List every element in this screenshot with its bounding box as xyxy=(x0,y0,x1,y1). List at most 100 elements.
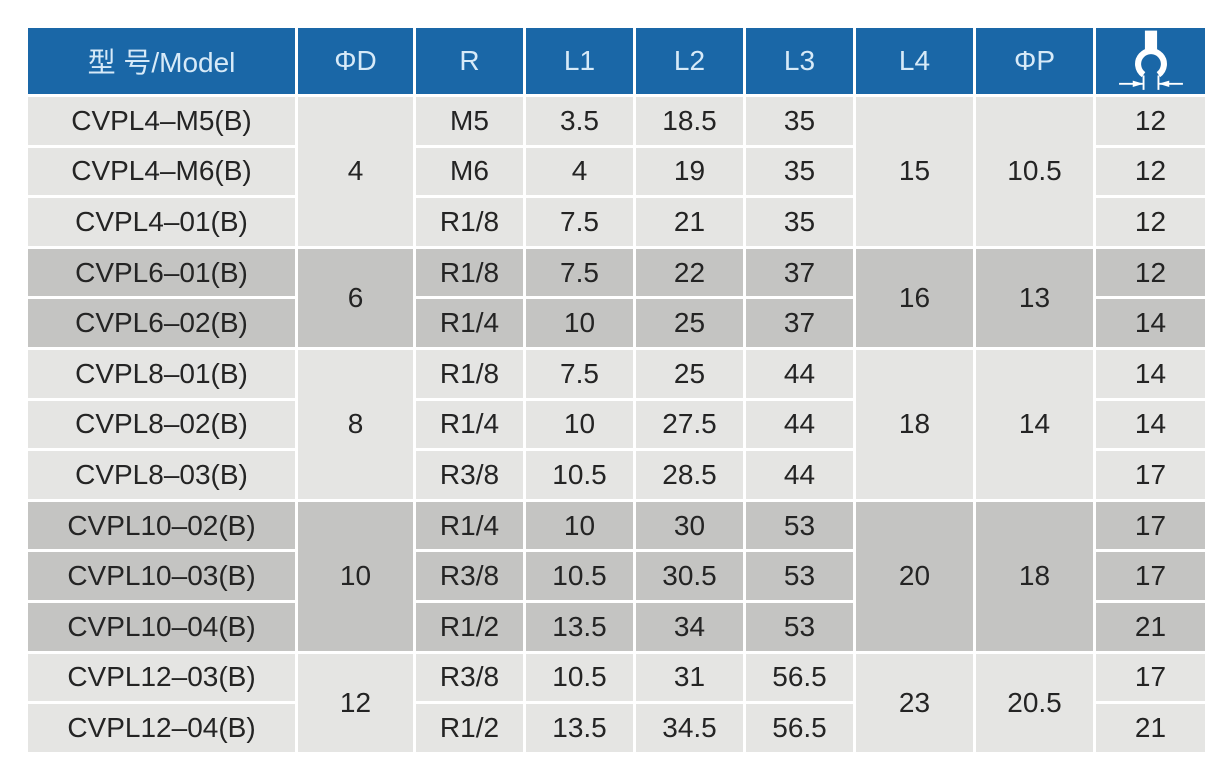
phi-p-cell: 10.5 xyxy=(973,94,1096,249)
wrench-size-cell: 21 xyxy=(1093,599,1208,654)
r-cell: R3/8 xyxy=(413,549,526,603)
spec-table: 型 号/Model ΦD R L1 L2 L3 L4 ΦP xyxy=(25,25,1208,755)
l2-cell: 30.5 xyxy=(633,549,746,603)
l2-cell: 30 xyxy=(633,498,746,553)
col-header-wrench-width xyxy=(1093,25,1208,97)
phi-d-cell: 6 xyxy=(295,245,416,350)
l1-cell: 3.5 xyxy=(523,94,636,148)
l4-cell: 20 xyxy=(853,498,976,654)
wrench-size-cell: 17 xyxy=(1093,549,1208,603)
r-cell: R1/4 xyxy=(413,296,526,350)
wrench-size-cell: 17 xyxy=(1093,498,1208,553)
wrench-size-cell: 14 xyxy=(1093,346,1208,401)
table-row: CVPL6–02(B) R1/4 10 25 37 14 xyxy=(25,296,1208,350)
l1-cell: 10 xyxy=(523,296,636,350)
l3-cell: 53 xyxy=(743,498,856,553)
table-row: CVPL8–03(B) R3/8 10.5 28.5 44 17 xyxy=(25,448,1208,502)
group-cvpl12: CVPL12–03(B) 12 R3/8 10.5 31 56.5 23 20.… xyxy=(25,650,1208,755)
l3-cell: 37 xyxy=(743,245,856,300)
table-row: CVPL8–02(B) R1/4 10 27.5 44 14 xyxy=(25,397,1208,452)
l3-cell: 44 xyxy=(743,448,856,502)
l1-cell: 10.5 xyxy=(523,549,636,603)
l1-cell: 10 xyxy=(523,498,636,553)
model-cell: CVPL4–M6(B) xyxy=(25,144,298,199)
col-header-phi-d: ΦD xyxy=(295,25,416,97)
phi-p-cell: 18 xyxy=(973,498,1096,654)
phi-d-cell: 10 xyxy=(295,498,416,654)
col-header-model: 型 号/Model xyxy=(25,25,298,97)
l3-cell: 53 xyxy=(743,599,856,654)
l1-cell: 7.5 xyxy=(523,245,636,300)
r-cell: M6 xyxy=(413,144,526,199)
r-cell: R3/8 xyxy=(413,448,526,502)
col-header-r: R xyxy=(413,25,526,97)
l1-cell: 4 xyxy=(523,144,636,199)
phi-d-cell: 4 xyxy=(295,94,416,249)
l3-cell: 35 xyxy=(743,144,856,199)
model-cell: CVPL6–02(B) xyxy=(25,296,298,350)
r-cell: R1/4 xyxy=(413,498,526,553)
model-cell: CVPL4–01(B) xyxy=(25,195,298,249)
l3-cell: 44 xyxy=(743,397,856,452)
model-cell: CVPL4–M5(B) xyxy=(25,94,298,148)
phi-d-cell: 8 xyxy=(295,346,416,502)
table-row: CVPL10–03(B) R3/8 10.5 30.5 53 17 xyxy=(25,549,1208,603)
wrench-size-cell: 17 xyxy=(1093,650,1208,705)
wrench-size-cell: 17 xyxy=(1093,448,1208,502)
l1-cell: 10 xyxy=(523,397,636,452)
l4-cell: 23 xyxy=(853,650,976,755)
group-cvpl6: CVPL6–01(B) 6 R1/8 7.5 22 37 16 13 12 CV… xyxy=(25,245,1208,350)
table-row: CVPL6–01(B) 6 R1/8 7.5 22 37 16 13 12 xyxy=(25,245,1208,350)
col-header-l2: L2 xyxy=(633,25,746,97)
header-row: 型 号/Model ΦD R L1 L2 L3 L4 ΦP xyxy=(25,25,1208,97)
model-cell: CVPL12–03(B) xyxy=(25,650,298,705)
l2-cell: 25 xyxy=(633,346,746,401)
l3-cell: 56.5 xyxy=(743,650,856,705)
r-cell: R1/4 xyxy=(413,397,526,452)
l2-cell: 31 xyxy=(633,650,746,705)
l1-cell: 7.5 xyxy=(523,195,636,249)
phi-p-cell: 13 xyxy=(973,245,1096,350)
l1-cell: 7.5 xyxy=(523,346,636,401)
r-cell: R1/2 xyxy=(413,599,526,654)
l2-cell: 25 xyxy=(633,296,746,350)
l2-cell: 19 xyxy=(633,144,746,199)
l3-cell: 35 xyxy=(743,195,856,249)
table-header: 型 号/Model ΦD R L1 L2 L3 L4 ΦP xyxy=(25,25,1208,97)
col-header-phi-p: ΦP xyxy=(973,25,1096,97)
wrench-size-cell: 12 xyxy=(1093,245,1208,300)
table-row: CVPL4–M6(B) M6 4 19 35 12 xyxy=(25,144,1208,199)
l3-cell: 44 xyxy=(743,346,856,401)
wrench-size-cell: 12 xyxy=(1093,195,1208,249)
l4-cell: 15 xyxy=(853,94,976,249)
l2-cell: 18.5 xyxy=(633,94,746,148)
phi-p-cell: 20.5 xyxy=(973,650,1096,755)
l3-cell: 35 xyxy=(743,94,856,148)
col-header-l3: L3 xyxy=(743,25,856,97)
model-cell: CVPL8–01(B) xyxy=(25,346,298,401)
l2-cell: 21 xyxy=(633,195,746,249)
l3-cell: 56.5 xyxy=(743,701,856,755)
l3-cell: 37 xyxy=(743,296,856,350)
l3-cell: 53 xyxy=(743,549,856,603)
table-row: CVPL8–01(B) 8 R1/8 7.5 25 44 18 14 14 xyxy=(25,346,1208,502)
model-cell: CVPL10–03(B) xyxy=(25,549,298,603)
model-cell: CVPL10–04(B) xyxy=(25,599,298,654)
l2-cell: 34.5 xyxy=(633,701,746,755)
model-cell: CVPL10–02(B) xyxy=(25,498,298,553)
r-cell: R3/8 xyxy=(413,650,526,705)
l1-cell: 10.5 xyxy=(523,448,636,502)
table-row: CVPL10–04(B) R1/2 13.5 34 53 21 xyxy=(25,599,1208,654)
wrench-size-cell: 14 xyxy=(1093,397,1208,452)
table-row: CVPL12–03(B) 12 R3/8 10.5 31 56.5 23 20.… xyxy=(25,650,1208,755)
col-header-l1: L1 xyxy=(523,25,636,97)
group-cvpl8: CVPL8–01(B) 8 R1/8 7.5 25 44 18 14 14 CV… xyxy=(25,346,1208,502)
r-cell: R1/8 xyxy=(413,346,526,401)
r-cell: M5 xyxy=(413,94,526,148)
table-row: CVPL10–02(B) 10 R1/4 10 30 53 20 18 17 xyxy=(25,498,1208,654)
group-cvpl4: CVPL4–M5(B) 4 M5 3.5 18.5 35 15 10.5 12 … xyxy=(25,94,1208,249)
l1-cell: 10.5 xyxy=(523,650,636,705)
r-cell: R1/8 xyxy=(413,245,526,300)
phi-d-cell: 12 xyxy=(295,650,416,755)
